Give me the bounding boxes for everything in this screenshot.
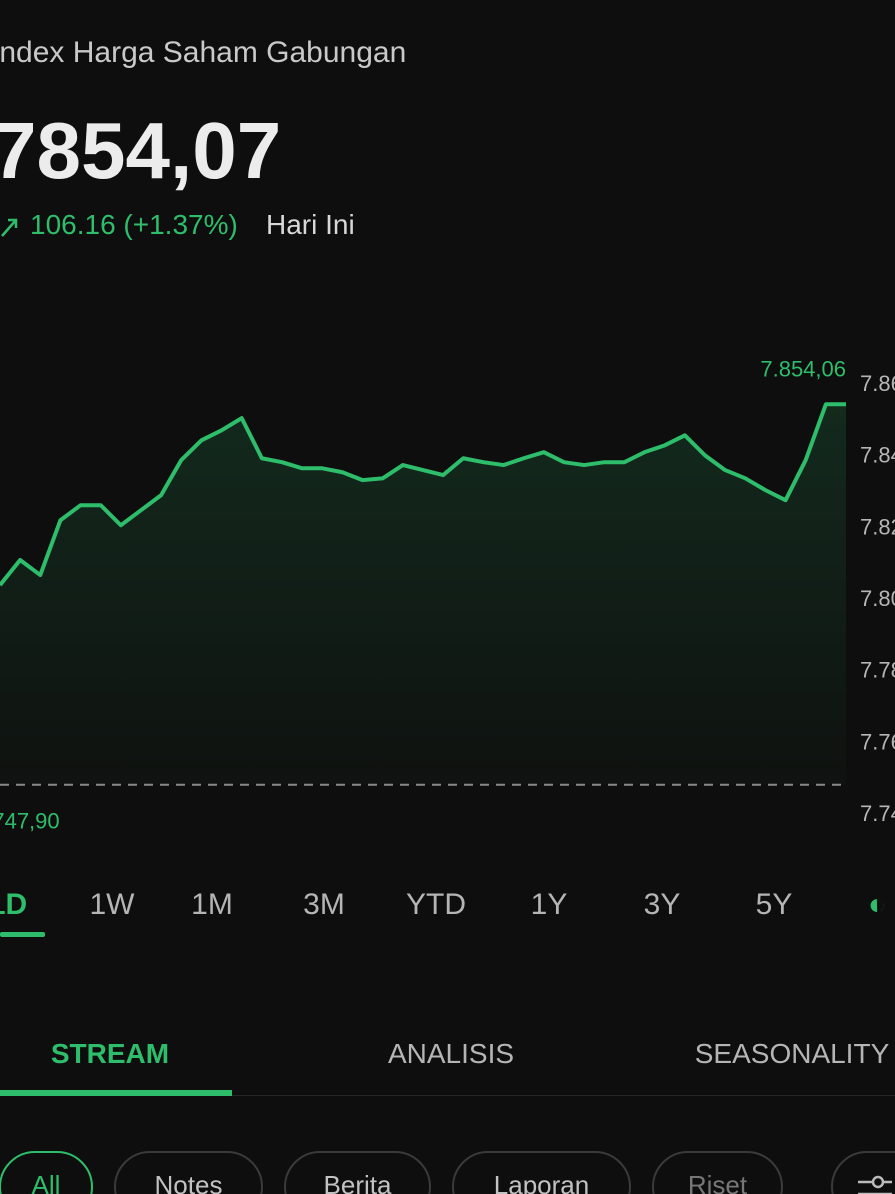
period-button[interactable]: 1D: [0, 888, 27, 921]
filter-chip[interactable]: All: [0, 1151, 93, 1194]
tab-divider: [0, 1095, 895, 1096]
crypto-icon[interactable]: ◐: [868, 888, 886, 921]
filter-settings[interactable]: [831, 1151, 895, 1194]
tab[interactable]: STREAM: [51, 1038, 169, 1069]
pill: [452, 1151, 631, 1194]
period-selector: 1D 1W 1M 3M YTD 1Y 3Y 5Y: [0, 888, 792, 921]
filter-label: All: [32, 1170, 61, 1194]
period-button[interactable]: 1M: [191, 888, 233, 921]
filter-chip[interactable]: Berita: [284, 1151, 431, 1194]
icon: ◐: [868, 888, 886, 921]
y-tick-label: 7.780: [860, 658, 895, 683]
previous-close-label: 7.747,90: [0, 809, 60, 834]
tab-underline: [0, 1090, 232, 1096]
chart: 7.740 7.760 7.780 7.800 7.820 7.840 7.860 7.747…: [0, 356, 895, 834]
change-period: Hari Ini: [266, 209, 355, 240]
y-tick-label: 7.840: [860, 443, 895, 468]
period-button[interactable]: 1Y: [531, 888, 568, 921]
period-button[interactable]: 3M: [303, 888, 345, 921]
filter-label: Notes: [155, 1170, 223, 1194]
tab[interactable]: SEASONALITY: [695, 1038, 890, 1069]
pill: [652, 1151, 783, 1194]
tab[interactable]: ANALISIS: [388, 1038, 514, 1069]
period-button[interactable]: 3Y: [644, 888, 681, 921]
period-underline: [0, 932, 45, 937]
filter-label: Riset: [688, 1170, 748, 1194]
filter-chip[interactable]: Laporan: [452, 1151, 631, 1194]
y-tick-label: 7.860: [860, 371, 895, 396]
tabs: STREAM ANALISIS SEASONALITY: [51, 1038, 890, 1069]
period-button[interactable]: YTD: [406, 888, 466, 921]
filter-chip[interactable]: Riset: [652, 1151, 783, 1194]
filter-label: Laporan: [494, 1170, 589, 1194]
filter-label: Berita: [324, 1170, 392, 1194]
icon: [871, 1175, 885, 1189]
pill: [284, 1151, 431, 1194]
pill: [114, 1151, 263, 1194]
price-change: 106.16 (+1.37%): [30, 209, 238, 240]
period-button[interactable]: 5Y: [756, 888, 793, 921]
change-arrow: [1, 218, 18, 237]
pill: [0, 1151, 93, 1194]
last-price-label: 7.854,06: [760, 356, 846, 381]
y-tick-label: 7.760: [860, 729, 895, 754]
y-tick-label: 7.740: [860, 801, 895, 826]
filter-chip[interactable]: Notes: [114, 1151, 263, 1194]
y-tick-label: 7.820: [860, 514, 895, 539]
area: [0, 404, 846, 785]
price: 7854,07: [0, 106, 281, 195]
period-button[interactable]: 1W: [90, 888, 136, 921]
filters: All Notes Berita Laporan Riset: [0, 1151, 783, 1194]
y-tick-label: 7.800: [860, 586, 895, 611]
price-line: [0, 402, 846, 587]
pill: [831, 1151, 895, 1194]
subtitle: Index Harga Saham Gabungan: [0, 36, 406, 69]
